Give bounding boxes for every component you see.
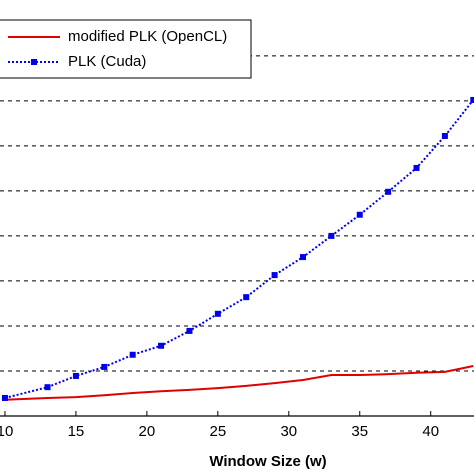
data-point: [356, 211, 363, 218]
x-tick-label: 35: [351, 423, 368, 440]
series-line: [4, 365, 474, 401]
data-point: [271, 272, 278, 279]
legend-box: [0, 19, 252, 79]
data-point: [299, 254, 306, 261]
x-tick-label: 10: [0, 423, 13, 440]
data-point: [441, 132, 448, 139]
data-point: [413, 164, 420, 171]
x-axis-label: Window Size (w): [209, 453, 326, 470]
data-point: [158, 342, 165, 349]
data-point: [1, 394, 8, 401]
data-point: [101, 363, 108, 370]
legend-label: modified PLK (OpenCL): [68, 28, 227, 45]
plot-area: 10 15 20 25 30 35 40: [0, 55, 474, 440]
legend-label: PLK (Cuda): [68, 53, 146, 70]
x-tick-label: 25: [209, 423, 226, 440]
legend-marker: [31, 59, 37, 65]
series-line: [4, 99, 474, 399]
data-point: [328, 232, 335, 239]
legend: modified PLK (OpenCL) PLK (Cuda): [0, 19, 252, 79]
x-tick-label: 40: [422, 423, 439, 440]
x-tick-label: 20: [139, 423, 156, 440]
x-tick-label: 15: [68, 423, 85, 440]
data-point: [470, 96, 474, 103]
data-point: [186, 327, 193, 334]
x-tick-label: 30: [280, 423, 297, 440]
data-point: [385, 188, 392, 195]
data-point: [243, 294, 250, 301]
data-point: [129, 351, 136, 358]
data-point: [214, 310, 221, 317]
data-point: [72, 372, 79, 379]
data-point: [44, 384, 51, 391]
